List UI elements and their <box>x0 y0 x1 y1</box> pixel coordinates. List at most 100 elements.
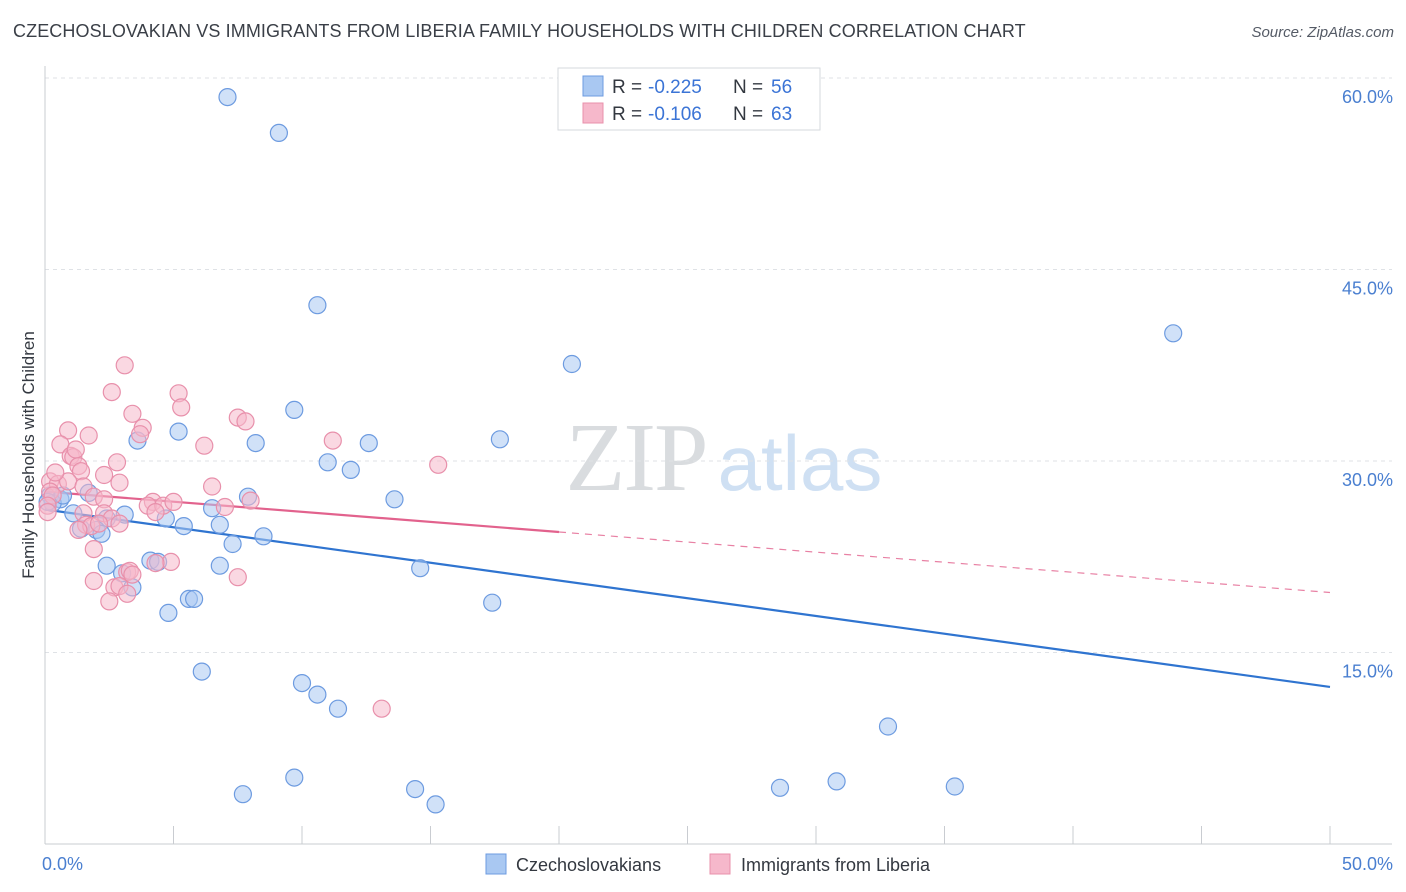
point-series0-36 <box>411 559 430 578</box>
point-series1-50 <box>146 553 165 573</box>
stats-legend-n-value-2: 63 <box>771 104 792 125</box>
stats-legend-r-value-2: -0.106 <box>648 104 702 125</box>
stats-legend-n-label-2: N = <box>733 104 763 125</box>
source-attribution: Source: ZipAtlas.com <box>1251 24 1394 41</box>
point-series1-35 <box>215 497 234 517</box>
series-legend: Czechoslovakians Immigrants from Liberia <box>485 853 931 875</box>
watermark: ZIP atlas <box>566 404 883 512</box>
point-series0-4 <box>562 354 582 374</box>
point-series0-1 <box>269 123 288 142</box>
point-series1-38 <box>38 502 57 522</box>
x-tick-labels: 0.0% 50.0% <box>42 854 1393 874</box>
stats-legend-r-label-2: R = <box>612 104 642 125</box>
point-series0-11 <box>318 453 337 472</box>
trend-line-series0 <box>44 508 1331 689</box>
point-series1-3 <box>172 398 191 417</box>
point-series0-43 <box>292 673 312 693</box>
point-series1-59 <box>100 592 119 611</box>
point-series1-4 <box>123 404 142 423</box>
watermark-zip: ZIP <box>566 404 707 512</box>
point-series0-47 <box>233 785 252 804</box>
point-series0-40 <box>483 593 502 612</box>
gridlines <box>45 77 1392 653</box>
point-series1-61 <box>66 440 85 459</box>
point-series1-10 <box>79 426 98 445</box>
point-series0-39 <box>185 589 204 609</box>
point-series1-54 <box>84 571 103 591</box>
point-series1-62 <box>46 463 65 482</box>
point-series1-45 <box>89 514 109 533</box>
trend-line-series1 <box>44 490 560 534</box>
point-series1-46 <box>110 514 129 533</box>
y-tick-label-1: 30.0% <box>1342 470 1393 490</box>
point-series1-1 <box>102 383 121 402</box>
point-series0-48 <box>285 768 304 787</box>
series-legend-label-czechoslovakians: Czechoslovakians <box>516 855 661 875</box>
x-tick-label-0: 0.0% <box>42 854 83 874</box>
point-series0-33 <box>97 556 116 575</box>
point-series0-42 <box>192 662 211 681</box>
point-series0-45 <box>328 699 348 718</box>
point-series0-12 <box>341 460 360 479</box>
point-series0-2 <box>308 296 327 315</box>
point-series1-49 <box>161 552 180 572</box>
point-series0-18 <box>385 490 404 509</box>
point-series1-48 <box>84 539 103 559</box>
point-series1-47 <box>69 520 88 540</box>
point-series0-35 <box>210 556 229 575</box>
stats-legend: R = -0.225 N = 56 R = -0.106 N = 63 <box>557 67 821 131</box>
point-series0-7 <box>169 422 188 441</box>
point-series0-29 <box>254 527 273 546</box>
axes <box>44 66 1392 845</box>
point-series1-26 <box>203 477 222 496</box>
point-series1-60 <box>372 699 391 718</box>
point-series0-50 <box>426 795 445 814</box>
point-series1-8 <box>58 421 78 440</box>
stats-legend-r-label-1: R = <box>612 77 642 98</box>
point-series0-46 <box>878 717 898 736</box>
point-series0-10 <box>359 434 378 453</box>
point-series1-19 <box>107 453 127 472</box>
point-series0-41 <box>159 603 178 623</box>
stats-legend-r-value-1: -0.225 <box>648 77 702 98</box>
series-legend-swatch-liberia <box>709 853 731 875</box>
y-tick-labels: 15.0% 30.0% 45.0% 60.0% <box>1342 87 1393 682</box>
point-series1-42 <box>146 502 165 522</box>
point-series1-20 <box>94 465 114 485</box>
stats-legend-n-value-1: 56 <box>771 77 792 98</box>
point-series0-51 <box>770 778 790 797</box>
point-series0-49 <box>406 779 425 799</box>
point-series0-30 <box>223 534 242 554</box>
point-series0-53 <box>945 777 964 796</box>
point-series0-25 <box>210 515 229 534</box>
trend-line-extension-series1 <box>558 531 1331 594</box>
point-series1-34 <box>164 492 183 511</box>
chart-title: CZECHOSLOVAKIAN VS IMMIGRANTS FROM LIBER… <box>13 21 1026 41</box>
y-axis-title: Family Households with Children <box>19 331 38 579</box>
point-series0-44 <box>308 685 327 704</box>
point-series1-13 <box>195 436 214 455</box>
point-series1-6 <box>236 412 255 431</box>
point-series0-0 <box>218 87 237 107</box>
stats-legend-n-label-1: N = <box>733 77 763 98</box>
point-series0-9 <box>490 430 509 449</box>
point-series1-55 <box>228 568 247 587</box>
data-points <box>38 87 1183 814</box>
stats-legend-swatch-pink <box>582 102 604 124</box>
point-series1-36 <box>241 491 260 510</box>
point-series1-0 <box>115 356 134 375</box>
point-series0-24 <box>174 516 193 536</box>
stats-legend-swatch-blue <box>582 75 604 97</box>
point-series0-8 <box>246 434 265 453</box>
point-series1-25 <box>110 473 129 492</box>
point-series0-5 <box>285 400 304 419</box>
x-tick-label-1: 50.0% <box>1342 854 1393 874</box>
point-series1-58 <box>118 584 137 603</box>
point-series0-52 <box>827 772 846 791</box>
y-tick-label-2: 45.0% <box>1342 279 1393 299</box>
series-legend-swatch-czechoslovakians <box>485 853 507 875</box>
trend-lines <box>44 490 1331 689</box>
series-legend-label-liberia: Immigrants from Liberia <box>741 855 931 875</box>
y-tick-label-0: 15.0% <box>1342 662 1393 682</box>
